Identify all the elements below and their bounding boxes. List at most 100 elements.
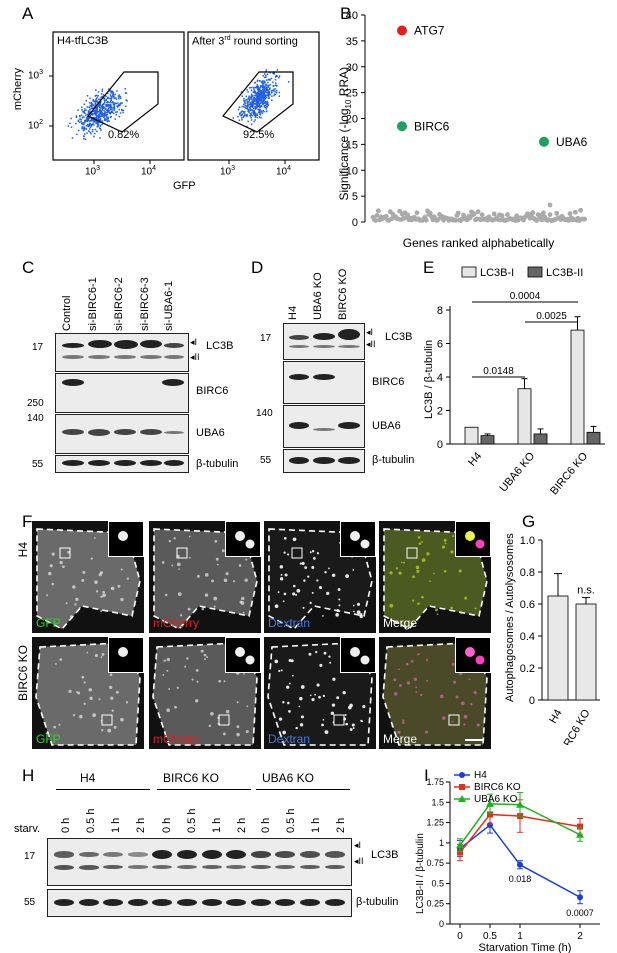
flow-plot-2-frame [187, 31, 320, 161]
vesicle [208, 724, 212, 728]
flow-xlabel: GFP [173, 180, 196, 192]
vesicle [92, 713, 97, 718]
vesicle [336, 609, 340, 613]
vesicle [211, 579, 214, 583]
data-point-background [475, 209, 481, 215]
vesicle [279, 577, 284, 581]
data-point-uba6-ko [486, 799, 494, 807]
tick-label-g-y: 0 [529, 695, 535, 707]
group-line-h [56, 789, 150, 790]
vesicle [299, 696, 303, 701]
vesicle [101, 653, 105, 656]
vesicle [94, 580, 98, 584]
tick-label-i-x: 1 [517, 931, 523, 942]
vesicle [68, 689, 72, 694]
vesicle [283, 551, 286, 554]
tick-label-e-y: 2 [437, 406, 443, 418]
row-label-c-lc3b: LC3B [206, 340, 234, 352]
vesicle [345, 722, 349, 726]
vesicle [417, 536, 421, 539]
vesicle [418, 542, 422, 545]
vesicle [338, 604, 341, 607]
flow-plot-2-title: After 3rd round sorting [192, 35, 298, 48]
vesicle [100, 656, 103, 658]
row-label-d-uba6: UBA6 [372, 420, 401, 432]
vesicle [243, 673, 245, 675]
roi-box [218, 714, 230, 726]
vesicle [395, 567, 398, 570]
vesicle [349, 703, 353, 708]
data-label-atg7: ATG7 [414, 24, 445, 38]
inset-puncta [465, 531, 475, 541]
vesicle [102, 590, 106, 594]
data-point-background [414, 210, 420, 216]
vesicle [362, 705, 366, 709]
blot-d-birc6 [283, 361, 365, 404]
legend-label-i: BIRC6 KO [474, 782, 521, 793]
vesicle [83, 681, 86, 684]
vesicle [82, 570, 86, 574]
tick-label-i-y: 0.75 [426, 858, 444, 868]
panel-b-screen-plot: 0 5 10 15 20 25 30 35 40 ATG7 BIRC6 UBA6 Significanc… [337, 10, 588, 250]
row-label-c-uba6: UBA6 [196, 427, 225, 439]
vesicle [417, 602, 420, 605]
vesicle [402, 719, 405, 722]
vesicle [65, 602, 68, 605]
axis-label-b-x: Genes ranked alphabetically [403, 236, 554, 250]
data-point-background [505, 212, 510, 217]
vesicle [451, 720, 454, 723]
vesicle [245, 730, 249, 734]
lc3-form-i-h: ◂I [354, 840, 362, 850]
flow-xtick-1b: 104 [141, 165, 157, 178]
vesicle [293, 584, 296, 588]
vesicle [308, 652, 312, 656]
vesicle [433, 572, 435, 575]
time-label-h: 0.5 h [186, 808, 198, 833]
vesicle [359, 614, 363, 619]
vesicle [458, 569, 462, 573]
vesicle [389, 571, 393, 575]
inset-puncta [245, 539, 255, 549]
roi-box [406, 547, 418, 559]
vesicle [77, 691, 81, 695]
vesicle [321, 723, 324, 727]
inset-puncta [235, 531, 245, 541]
vesicle [286, 685, 290, 689]
vesicle [314, 693, 316, 696]
data-point-background [582, 216, 588, 222]
panel-i-line-chart: 0 0.25 0.5 0.75 1 1.25 1.5 1.75 0 0.5 1 2 Starvation… [415, 770, 600, 953]
vesicle [441, 545, 445, 549]
vesicle [322, 615, 324, 617]
zoom-inset [108, 637, 144, 673]
vesicle [463, 714, 468, 719]
vesicle [421, 540, 423, 543]
data-point-background [530, 210, 536, 215]
pvalue-i-1: 0.018 [509, 874, 532, 884]
vesicle [463, 723, 466, 726]
tick-label-e-y: 4 [437, 372, 443, 384]
vesicle [324, 571, 327, 574]
vesicle [188, 535, 191, 538]
panel-label-c: C [22, 258, 35, 277]
vesicle [315, 650, 318, 654]
vesicle [126, 577, 129, 580]
tick-label-g-y: 0.2 [520, 663, 535, 675]
blot-d-uba6 [283, 405, 365, 448]
tick-label-i-y: 1.75 [426, 777, 444, 787]
mw-c-140: 140 [27, 413, 44, 424]
vesicle [213, 605, 216, 608]
vesicle [394, 692, 398, 696]
row-label-c-tubulin: β-tubulin [196, 458, 239, 470]
vesicle [288, 659, 292, 662]
lc3-form-i-d: ◂I [366, 327, 374, 337]
tick-label-i-y: 0.25 [426, 899, 444, 909]
blot-h-lc3b [47, 838, 352, 886]
vesicle [455, 695, 459, 699]
vesicle [389, 603, 394, 608]
vesicle [304, 566, 308, 569]
legend-swatch-lc3b-i [461, 266, 477, 278]
data-point-background [383, 214, 389, 219]
tick-label-i-x: 2 [577, 931, 583, 942]
vesicle [81, 675, 85, 679]
channel-label-dextran: Dextran [268, 732, 311, 746]
